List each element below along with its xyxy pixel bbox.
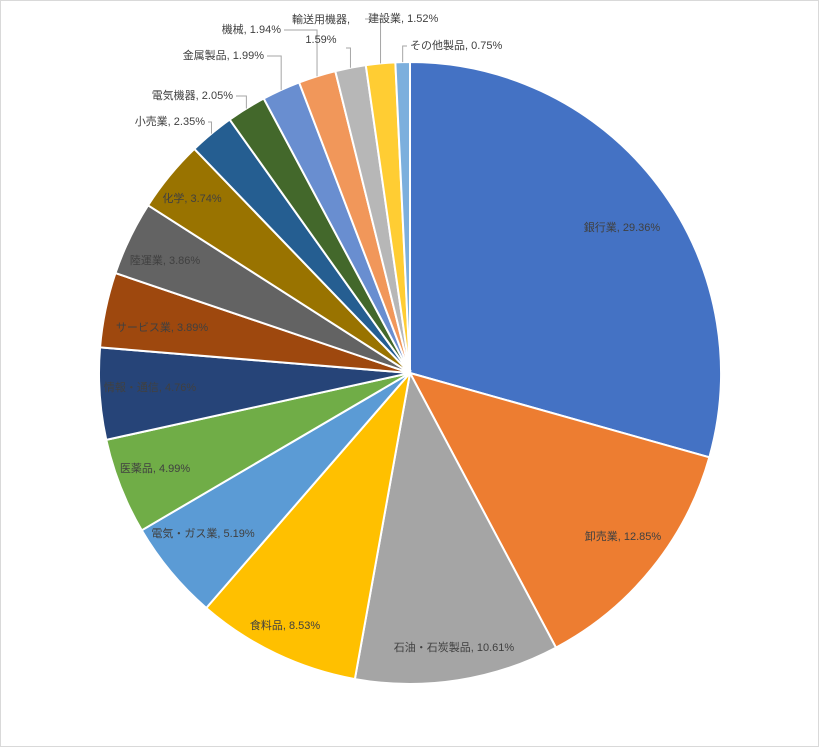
data-label: 銀行業, 29.36% [584, 220, 661, 234]
data-label: 卸売業, 12.85% [585, 529, 662, 543]
data-label-line: 輸送用機器, [292, 12, 350, 26]
data-label: 情報・通信, 4.76% [104, 381, 197, 394]
pie-slice [409, 60, 722, 459]
pie-slice [394, 60, 411, 374]
leader-line [208, 121, 212, 134]
data-label: 電気機器, 2.05% [152, 88, 234, 102]
data-label: その他製品, 0.75% [410, 38, 503, 52]
leader-line [402, 45, 407, 63]
data-label: サービス業, 3.89% [116, 321, 209, 334]
pie-slice [408, 371, 711, 649]
data-label: 化学, 3.74% [162, 191, 222, 205]
pie-slice [204, 369, 412, 681]
leader-line [365, 18, 382, 64]
pie-slice [353, 369, 558, 685]
data-label-line: 1.59% [305, 34, 336, 46]
data-label: 金属製品, 1.99% [183, 48, 265, 62]
data-label: 輸送用機器, 1.59% [292, 12, 350, 46]
data-label: 機械, 1.94% [222, 22, 282, 36]
leader-line [284, 29, 318, 77]
data-label: 食料品, 8.53% [250, 618, 321, 632]
data-label: 陸運業, 3.86% [130, 254, 201, 267]
data-label: 小売業, 2.35% [135, 115, 206, 128]
leader-line [267, 55, 282, 90]
data-label: 石油・石炭製品, 10.61% [394, 640, 515, 654]
data-label: 電気・ガス業, 5.19% [151, 526, 255, 540]
leader-line [236, 95, 247, 109]
leader-line [346, 47, 351, 68]
data-label: 建設業, 1.52% [368, 11, 439, 25]
data-label: 医薬品, 4.99% [120, 462, 191, 475]
